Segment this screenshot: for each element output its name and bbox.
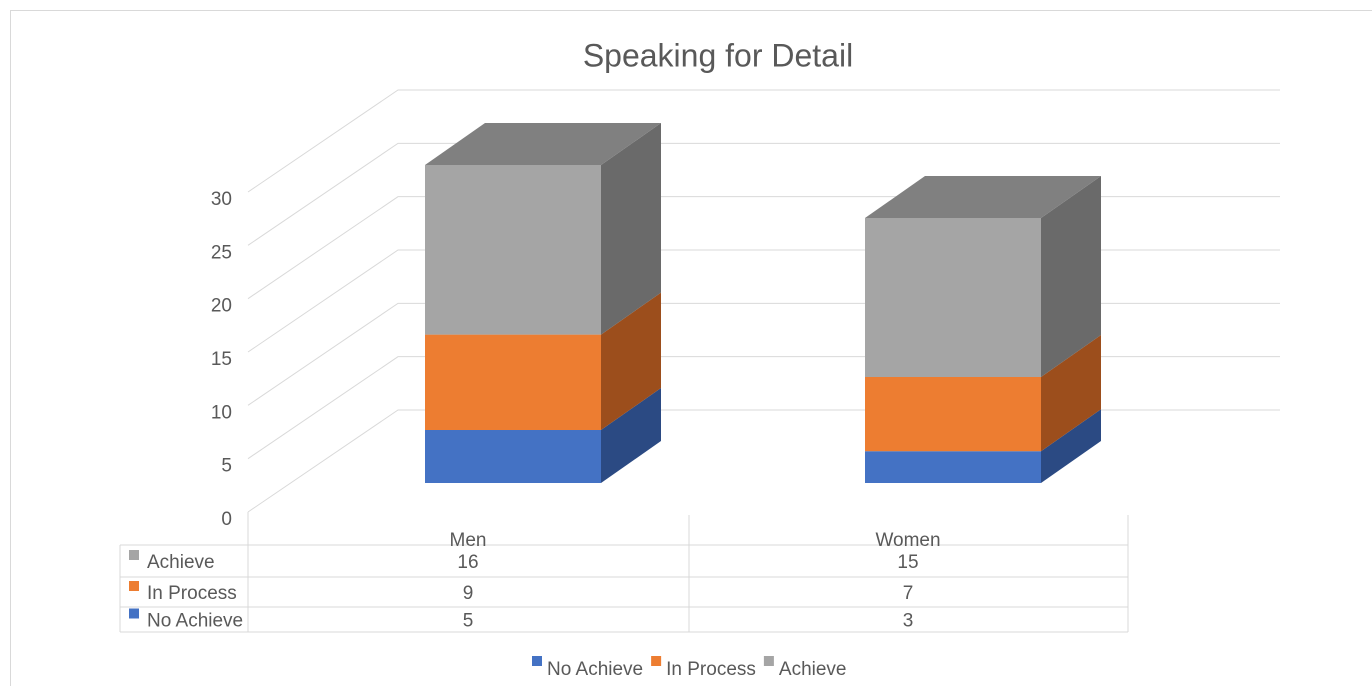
table-legend-key xyxy=(129,550,139,560)
legend-key xyxy=(651,656,662,666)
y-tick-label: 30 xyxy=(211,189,232,210)
chart-title: Speaking for Detail xyxy=(583,37,853,73)
table-cell: 3 xyxy=(903,611,914,632)
x-tick-label: Men xyxy=(450,530,487,551)
bar-front xyxy=(865,451,1041,483)
table-cell: 9 xyxy=(463,583,474,604)
bar-side xyxy=(601,123,661,335)
grid-line xyxy=(247,356,1280,460)
bar-side xyxy=(601,388,661,483)
table-row-label: Achieve xyxy=(147,552,215,573)
grid-line xyxy=(247,89,1280,193)
legend-label: No Achieve xyxy=(547,659,643,680)
bar-front xyxy=(865,218,1041,377)
bar-side xyxy=(601,292,661,430)
bar-side xyxy=(1041,335,1101,452)
y-tick-label: 10 xyxy=(211,402,232,423)
grid-line xyxy=(247,196,1280,300)
table-cell: 5 xyxy=(463,611,474,632)
grid-line xyxy=(247,142,1280,246)
table-row-label: In Process xyxy=(147,583,237,604)
legend-label: In Process xyxy=(666,659,756,680)
bar-side xyxy=(1041,409,1101,483)
table-cell: 7 xyxy=(903,583,914,604)
y-tick-label: 25 xyxy=(211,242,232,263)
table-legend-key xyxy=(129,608,139,619)
chart-frame xyxy=(10,10,1372,686)
grid-line xyxy=(247,302,1280,406)
y-tick-label: 20 xyxy=(211,296,232,317)
bar-front xyxy=(425,430,601,483)
bar-front xyxy=(425,334,601,430)
bar-side xyxy=(1041,176,1101,377)
bar-front xyxy=(425,165,601,335)
x-tick-label: Women xyxy=(875,530,940,551)
y-tick-label: 5 xyxy=(221,456,232,477)
bar-top xyxy=(425,123,661,165)
grid-line xyxy=(247,249,1280,353)
y-tick-label: 0 xyxy=(221,509,232,530)
y-tick-label: 15 xyxy=(211,349,232,370)
legend-key xyxy=(763,656,774,666)
table-cell: 15 xyxy=(897,552,918,573)
table-cell: 16 xyxy=(457,552,478,573)
legend-label: Achieve xyxy=(779,659,847,680)
legend-key xyxy=(532,656,542,666)
table-legend-key xyxy=(129,581,139,591)
table-row-label: No Achieve xyxy=(147,611,243,632)
grid-line xyxy=(247,409,1280,513)
bar-top xyxy=(865,176,1101,218)
bar-front xyxy=(865,377,1041,452)
